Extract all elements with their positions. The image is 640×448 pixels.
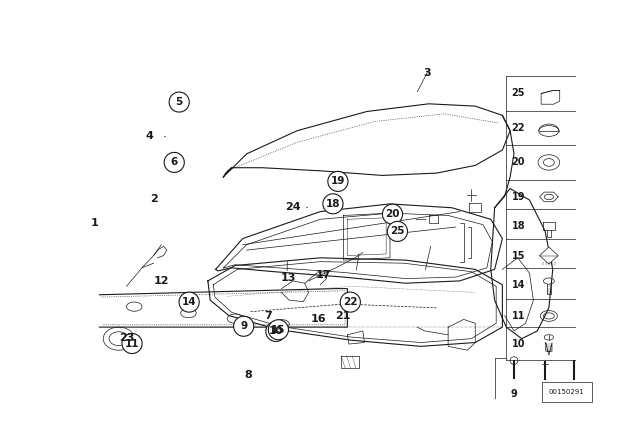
Text: 20: 20 — [385, 209, 400, 219]
Text: 21: 21 — [335, 311, 351, 321]
Text: 7: 7 — [264, 311, 273, 321]
Text: 12: 12 — [154, 276, 170, 286]
Polygon shape — [541, 90, 560, 104]
Text: 22: 22 — [343, 297, 358, 307]
Text: 24: 24 — [285, 202, 301, 212]
Text: 00150291: 00150291 — [549, 389, 584, 395]
Polygon shape — [540, 247, 558, 264]
Text: 23: 23 — [120, 333, 135, 343]
Circle shape — [179, 292, 199, 312]
Text: 11: 11 — [125, 339, 140, 349]
Text: 5: 5 — [541, 389, 548, 399]
Text: 10: 10 — [269, 327, 283, 336]
Circle shape — [164, 152, 184, 172]
Text: 14: 14 — [511, 280, 525, 290]
Text: 15: 15 — [271, 325, 285, 335]
Circle shape — [383, 204, 403, 224]
Text: 4: 4 — [145, 131, 154, 141]
Circle shape — [268, 320, 289, 340]
Text: 25: 25 — [511, 88, 525, 99]
Text: 19: 19 — [511, 192, 525, 202]
Text: 5: 5 — [175, 97, 183, 107]
Polygon shape — [601, 367, 636, 378]
Text: 16: 16 — [310, 314, 326, 324]
Text: 20: 20 — [511, 157, 525, 168]
Text: 25: 25 — [390, 226, 404, 237]
Circle shape — [266, 322, 286, 341]
Text: 1: 1 — [91, 218, 99, 228]
Circle shape — [387, 221, 408, 241]
Text: 3: 3 — [424, 68, 431, 78]
Text: 15: 15 — [511, 250, 525, 261]
Circle shape — [234, 316, 253, 336]
Text: 17: 17 — [316, 270, 331, 280]
Text: 18: 18 — [326, 199, 340, 209]
Text: 13: 13 — [280, 273, 296, 283]
Text: 14: 14 — [182, 297, 196, 307]
Text: 22: 22 — [511, 123, 525, 133]
Text: 2: 2 — [150, 194, 158, 204]
Circle shape — [122, 333, 142, 353]
Text: 18: 18 — [511, 221, 525, 231]
Text: 10: 10 — [511, 339, 525, 349]
Text: 11: 11 — [511, 311, 525, 321]
Circle shape — [340, 292, 360, 312]
Circle shape — [169, 92, 189, 112]
Circle shape — [323, 194, 343, 214]
Text: 9: 9 — [240, 321, 247, 331]
Text: 9: 9 — [511, 389, 517, 399]
Text: 8: 8 — [244, 370, 253, 379]
Circle shape — [328, 172, 348, 191]
Text: 6: 6 — [171, 157, 178, 168]
Text: 19: 19 — [331, 177, 345, 186]
Text: 6: 6 — [571, 389, 578, 399]
